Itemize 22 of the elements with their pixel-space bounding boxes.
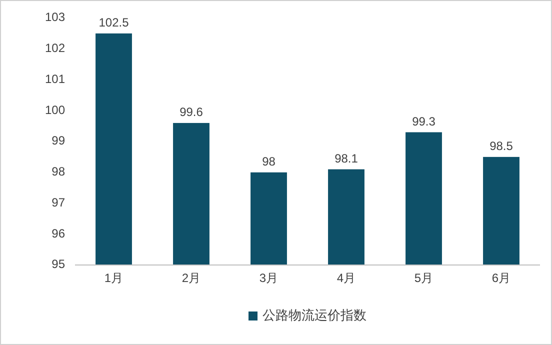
legend-label: 公路物流运价指数 [262, 307, 366, 322]
data-label: 98 [262, 154, 276, 169]
data-label: 98.5 [490, 139, 514, 154]
data-label: 102.5 [98, 16, 130, 30]
y-tick-label: 97 [52, 195, 66, 210]
data-label: 98.1 [334, 151, 358, 166]
y-tick-label: 95 [52, 257, 66, 272]
y-tick-label: 96 [52, 226, 66, 240]
x-tick-label: 1月 [104, 271, 124, 286]
x-tick-label: 4月 [336, 271, 356, 286]
data-label: 99.6 [180, 105, 204, 120]
x-tick-label: 3月 [259, 271, 278, 286]
x-tick-label: 6月 [492, 271, 511, 286]
y-tick-label: 102 [44, 41, 66, 56]
y-tick-label: 100 [44, 102, 66, 117]
x-tick-label: 2月 [182, 271, 201, 286]
y-tick-label: 98 [52, 164, 66, 179]
y-tick-label: 101 [44, 72, 66, 86]
x-tick-label: 5月 [414, 271, 434, 286]
y-tick-label: 99 [52, 134, 66, 148]
data-label: 99.3 [412, 114, 436, 128]
y-tick-label: 103 [44, 10, 66, 24]
